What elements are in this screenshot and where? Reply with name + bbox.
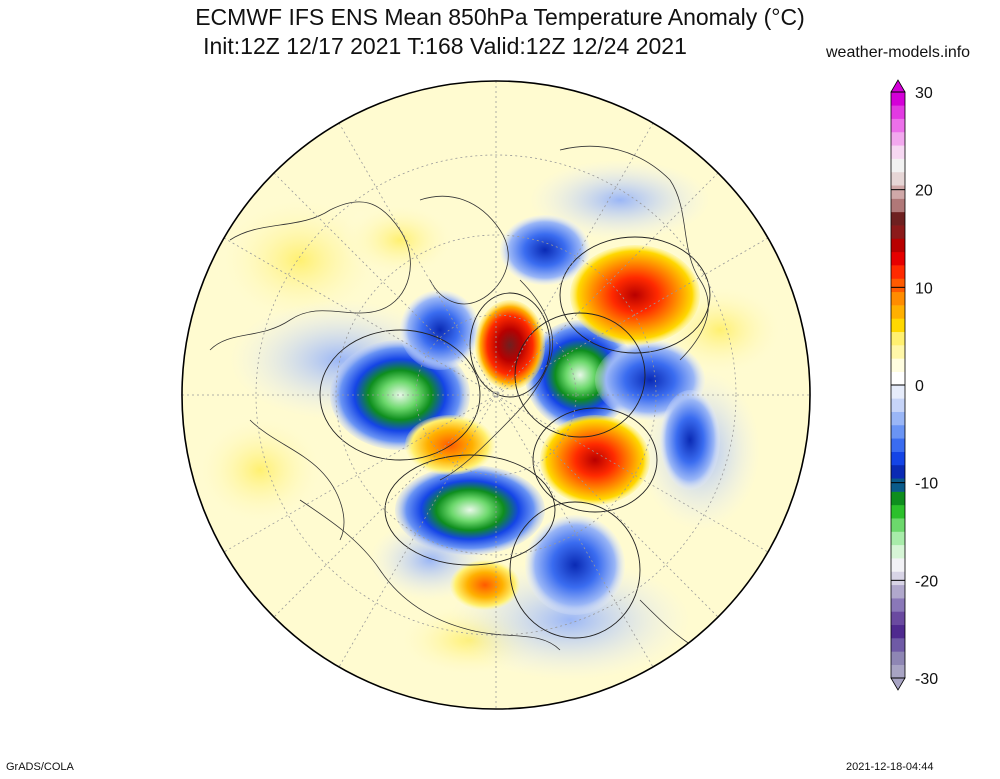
colorbar-swatch [891,211,905,226]
colorbar-tick-label: -30 [915,671,938,688]
chart-subtitle: Init:12Z 12/17 2021 T:168 Valid:12Z 12/2… [203,33,687,59]
colorbar-swatch [891,345,905,359]
colorbar-swatch [891,664,905,679]
colorbar-tick-label: 0 [915,378,924,395]
colorbar-swatch [891,225,905,239]
colorbar-swatch [891,185,905,199]
colorbar-swatch [891,584,905,599]
colorbar-swatch [891,438,905,452]
source-site-label: weather-models.info [826,44,971,61]
colorbar-swatch [891,171,905,186]
colorbar-top-arrow [890,79,906,93]
colorbar-swatch [891,305,905,319]
colorbar-swatch [891,558,905,572]
colorbar-swatch [891,491,905,506]
colorbar-swatch [891,145,905,159]
colorbar-swatch [891,424,905,439]
colorbar-tick-label: -10 [915,476,938,493]
anomaly-field [182,81,810,709]
colorbar-ticks: 30 20 10 0 -10 -20 -30 [891,85,938,688]
colorbar-swatch [891,598,905,612]
colorbar-swatch [891,251,905,266]
colorbar-bottom-arrow [890,677,906,691]
colorbar-swatch [891,478,905,492]
colorbar-swatch [891,198,905,213]
colorbar-swatch [891,411,905,426]
colorbar-swatch [891,638,905,652]
colorbar-swatch [891,92,905,106]
map-border [181,80,811,710]
footer-timestamp: 2021-12-18-04:44 [846,761,934,773]
colorbar-swatch [891,318,905,333]
colorbar-tick-label: 10 [915,280,933,297]
colorbar-swatch [891,158,905,173]
colorbar-swatch [891,371,905,386]
chart-title: ECMWF IFS ENS Mean 850hPa Temperature An… [195,4,805,30]
colorbar-tick-label: 20 [915,183,933,200]
footer-software-label: GrADS/COLA [6,761,74,773]
colorbar-swatch [891,131,905,146]
colorbar-swatch [891,464,905,479]
colorbar-swatch [891,398,905,412]
colorbar-swatch [891,518,905,532]
colorbar-swatch [891,118,905,133]
colorbar-swatch [891,358,905,372]
colorbar-swatch [891,278,905,293]
colorbar-swatch [891,238,905,253]
colorbar-swatch [891,571,905,586]
colorbar-swatch [891,531,905,546]
colorbar-tick-label: 30 [915,85,933,102]
colorbar-swatch [891,504,905,519]
colorbar-swatch [891,105,905,119]
colorbar-swatch [891,544,905,559]
colorbar-swatch [891,265,905,279]
colorbar-swatch [891,331,905,346]
colorbar-swatch [891,651,905,665]
colorbar-swatch [891,624,905,639]
colorbar-swatch [891,385,905,399]
colorbar-swatch [891,611,905,626]
colorbar-tick-label: -20 [915,573,938,590]
colorbar-swatch [891,291,905,306]
colorbar-swatch [891,451,905,466]
